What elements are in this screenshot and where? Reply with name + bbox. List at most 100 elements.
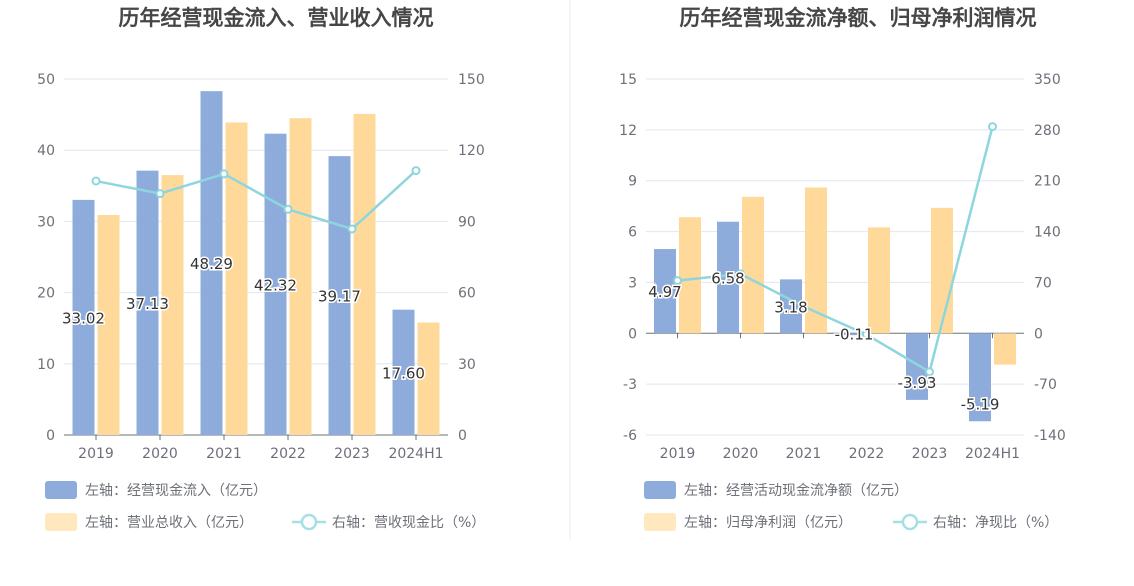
ratio-point [283,204,293,214]
secondary-bar [161,175,184,435]
left-axis-tick-label: 15 [619,72,637,88]
category-label: 2023 [912,446,948,462]
ratio-point [155,189,165,199]
legend-item: 右轴：营收现金比（%） [292,513,485,531]
bar-data-label: 33.02 [62,309,105,327]
secondary-bar [679,217,701,334]
legend-item: 左轴：经营现金流入（亿元） [45,481,267,499]
ratio-point [925,367,934,377]
primary-bar [392,309,415,435]
left-axis-tick-label: 20 [37,286,55,302]
ratio-point [673,276,682,286]
legend-label: 右轴：营收现金比（%） [332,515,485,531]
bar-data-label: -3.93 [898,374,937,392]
secondary-bar [353,113,376,435]
left-axis-tick-label: 0 [46,428,55,444]
primary-bar [654,249,676,334]
secondary-bar [742,196,764,334]
secondary-bar [289,118,312,435]
ratio-point [347,224,357,234]
primary-bar [906,333,928,400]
bar-data-label: -0.11 [835,325,874,343]
left-axis-tick-label: 10 [37,357,55,373]
right-axis-tick-label: 120 [458,143,485,159]
left-axis-tick-label: 9 [628,174,637,190]
right-axis-tick-label: 30 [458,357,476,373]
category-label: 2024H1 [388,446,443,462]
legend-label: 左轴：归母净利润（亿元） [684,514,852,531]
right-axis-tick-label: 210 [1034,174,1061,190]
ratio-point [91,176,101,186]
left-axis-tick-label: 12 [619,123,637,139]
right-axis-tick-label: 70 [1034,275,1052,291]
category-label: 2019 [660,446,696,462]
bar-data-label: 3.18 [774,298,807,316]
bar-data-label: 37.13 [126,295,169,313]
legend-item: 右轴：净现比（%） [893,513,1058,531]
legend-marker [901,513,919,531]
secondary-bar [805,187,827,334]
right-axis-tick-label: 280 [1034,123,1061,139]
secondary-bar [931,207,953,334]
ratio-line [677,126,994,374]
right-axis-tick-label: -70 [1034,377,1057,393]
left-axis-tick-label: -6 [623,428,637,444]
secondary-bar [225,122,248,435]
category-label: 2024H1 [965,446,1020,462]
legend-item: 左轴：归母净利润（亿元） [644,513,852,531]
chart-title: 历年经营现金流入、营业收入情况 [119,6,434,30]
category-label: 2021 [206,446,242,462]
left-axis-tick-label: 40 [37,143,55,159]
primary-bar [969,333,991,422]
left-axis-tick-label: -3 [623,377,637,393]
legend-item: 左轴：营业总收入（亿元） [45,513,253,531]
legend-marker [300,513,318,531]
bar-data-label: -5.19 [961,395,1000,413]
right-axis-tick-label: 150 [458,72,485,88]
bar-data-label: 42.32 [254,276,297,294]
ratio-point [411,166,421,176]
chart-panel-2: 历年经营现金流净额、归母净利润情况 -6 -3 0 3 6 9 12 15 -140 -70 0 70 1… [619,6,1066,531]
left-axis-tick-label: 30 [37,214,55,230]
left-axis-tick-label: 50 [37,72,55,88]
ratio-point [736,269,745,279]
legend-label: 右轴：净现比（%） [933,515,1058,531]
left-axis-tick-label: 6 [628,225,637,241]
bar-data-label: 4.97 [648,283,681,301]
primary-bar [843,333,865,336]
ratio-line [95,169,417,231]
primary-bar [264,133,287,436]
category-label: 2020 [723,446,759,462]
bar-data-label: 39.17 [318,288,361,306]
primary-bar [780,279,802,334]
right-axis-tick-label: 90 [458,214,476,230]
ratio-point [799,301,808,311]
primary-bar [136,170,159,435]
primary-bar [717,221,739,334]
category-label: 2021 [786,446,822,462]
chart-panel-1: 历年经营现金流入、营业收入情况 0 10 20 30 40 50 0 30 60 90 120 150 2… [37,6,485,531]
right-axis-tick-label: 0 [1034,326,1043,342]
left-axis-tick-label: 0 [628,326,637,342]
legend-label: 左轴：营业总收入（亿元） [85,515,253,531]
right-axis-tick-label: 140 [1034,225,1061,241]
right-axis-tick-label: 0 [458,428,467,444]
right-axis-tick-label: 350 [1034,72,1061,88]
category-label: 2019 [78,446,114,462]
secondary-bar [417,322,440,435]
chart-title: 历年经营现金流净额、归母净利润情况 [680,6,1037,30]
ratio-point [988,122,997,132]
legend-swatch [644,513,676,531]
secondary-bar [994,333,1016,365]
bar-data-label: 17.60 [382,364,425,382]
ratio-point [862,330,871,340]
category-label: 2022 [849,446,885,462]
primary-bar [72,199,95,435]
secondary-bar [868,227,890,334]
bar-data-label: 48.29 [190,255,233,273]
legend-swatch [45,513,77,531]
category-label: 2023 [334,446,370,462]
bar-data-label: 6.58 [711,270,744,288]
